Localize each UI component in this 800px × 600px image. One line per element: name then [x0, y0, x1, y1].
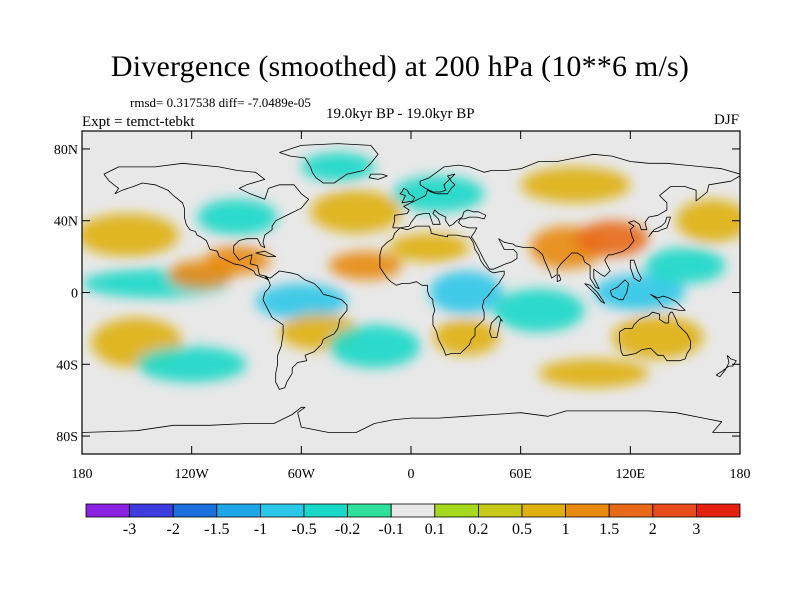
colorbar-label: -3: [123, 521, 136, 538]
coastline-south-america: [262, 270, 348, 390]
coastline-australia: [619, 311, 691, 362]
coastline-new-zealand: [715, 355, 737, 378]
field-s-africa-positive: [432, 319, 499, 356]
coastline-madagascar: [489, 315, 503, 338]
colorbar-swatch: [347, 503, 392, 518]
lon-tick-label: 60E: [509, 467, 532, 482]
colorbar-swatch: [608, 503, 654, 518]
lon-tick-label: 0: [408, 467, 415, 482]
colorbar-label: 0.2: [468, 521, 488, 538]
colorbar-swatch: [172, 503, 218, 518]
lon-tick-label: 120W: [175, 467, 210, 482]
field-maritime-continent-negative: [593, 274, 686, 311]
coastline-africa: [379, 225, 505, 356]
colorbar-swatch: [85, 503, 130, 518]
coastline-new-guinea: [650, 293, 686, 311]
colorbar-swatch: [565, 503, 610, 518]
field-s-pacific-negative: [136, 346, 247, 383]
colorbar-swatch: [259, 503, 305, 518]
coastline-cuba: [255, 250, 277, 258]
coastline-sri-lanka: [556, 274, 562, 283]
lat-tick-label: 80N: [54, 143, 78, 158]
coastline-eurasia: [392, 153, 740, 290]
period-label: 19.0kyr BP - 19.0kyr BP: [326, 106, 475, 122]
colorbar-swatch: [477, 503, 523, 518]
colorbar-swatch: [216, 503, 261, 518]
coastlines: [82, 143, 740, 433]
field-tropical-atlantic-positive: [328, 251, 402, 280]
field-china-positive: [575, 220, 649, 257]
lon-tick-label: 180: [730, 467, 751, 482]
plot-title: Divergence (smoothed) at 200 hPa (10**6 …: [110, 50, 690, 83]
colorbar-swatch: [434, 503, 479, 518]
colorbar-label: 3: [692, 521, 700, 538]
colorbar-label: -0.1: [379, 521, 404, 538]
field-africa-negative: [429, 270, 503, 315]
colorbar-label: -1.5: [204, 521, 229, 538]
field-indian-ocean-negative: [493, 288, 585, 332]
colorbar-label: 2: [649, 521, 657, 538]
coastline-philippines: [629, 259, 642, 283]
colorbar-label: -0.2: [335, 521, 360, 538]
colorbar-swatch: [303, 503, 348, 518]
coastline-antarctica: [82, 406, 740, 433]
colorbar: -3 -2 -1.5 -1 -0.5 -0.2 -0.1 0.1 0.2 0.5 1 1.5 2 3: [85, 503, 741, 538]
colorbar-label: 1: [562, 521, 570, 538]
coastline-greenland: [279, 143, 379, 184]
field-s-indian-positive: [538, 358, 649, 388]
field-amazon-negative: [255, 283, 348, 320]
lon-tick-label: 180: [72, 467, 93, 482]
field-australia-positive: [612, 315, 704, 359]
lat-tick-label: 40S: [56, 358, 78, 373]
field-n-atlantic-positive: [310, 190, 402, 234]
colorbar-swatch: [521, 503, 566, 518]
lon-tick-label: 120E: [616, 467, 646, 482]
coastline-iceland: [368, 173, 388, 180]
coastline-britain: [399, 187, 416, 204]
colorbar-swatch: [652, 503, 697, 518]
lat-tick-label: 40N: [54, 215, 78, 230]
lat-tick-label: 80S: [56, 430, 78, 445]
colorbar-label: -0.5: [291, 521, 316, 538]
field-siberia-positive: [520, 166, 631, 203]
field-greenland-negative: [301, 152, 375, 182]
colorbar-swatch: [390, 503, 436, 518]
lon-tick-label: 60W: [288, 467, 316, 482]
colorbar-label: -1: [254, 521, 267, 538]
coastline-japan: [648, 216, 671, 238]
field-mexico-positive: [204, 245, 271, 275]
coastline-sumatra: [584, 283, 606, 304]
stats-line: rmsd= 0.317538 diff= -7.0489e-05: [130, 95, 311, 110]
field-n-pacific-positive: [82, 213, 179, 257]
field-s-atlantic-negative: [328, 324, 421, 368]
field-us-negative: [197, 199, 278, 236]
experiment-label: Expt = temct-tebkt: [82, 114, 195, 130]
colorbar-label: 0.1: [425, 521, 445, 538]
colorbar-swatch: [129, 503, 174, 518]
season-label: DJF: [713, 112, 739, 128]
coastline-borneo: [609, 279, 629, 301]
field-nw-pacific-positive: [676, 199, 740, 243]
coastline-north-america: [103, 162, 310, 281]
colorbar-label: -2: [167, 521, 180, 538]
colorbar-label: 0.5: [512, 521, 532, 538]
field-sahara-positive: [389, 233, 470, 262]
colorbar-swatch: [696, 503, 741, 518]
field-w-pacific-negative: [644, 247, 726, 284]
lat-tick-label: 0: [71, 287, 78, 302]
colorbar-label: 1.5: [599, 521, 619, 538]
map-axes: 80N 40N 0 40S 80S 180 120W 60W 0 60E 120E 180: [54, 131, 751, 482]
